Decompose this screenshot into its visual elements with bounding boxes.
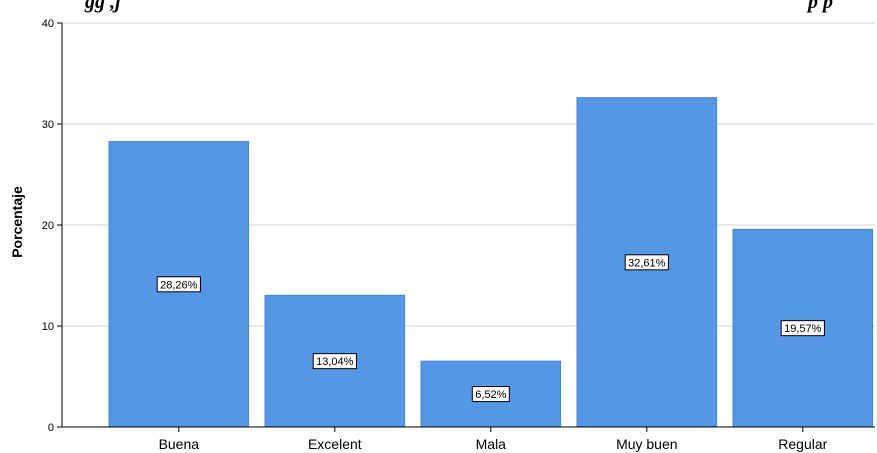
data-label: 28,26% — [160, 279, 198, 291]
x-ticks-group: Buena Excelent Mala Muy buen Regular — [159, 427, 828, 452]
data-labels-group: 28,26% 13,04% 6,52% 32,61% 19,57% — [156, 254, 825, 403]
data-label: 32,61% — [628, 257, 666, 269]
y-axis-title: Porcentaje — [9, 186, 25, 258]
data-label-box — [780, 320, 825, 337]
x-tick-label: Excelent — [308, 436, 362, 452]
y-tick-label: 0 — [48, 422, 54, 434]
data-label-box — [156, 276, 201, 293]
x-tick-label: Mala — [476, 436, 507, 452]
x-tick-label: Buena — [159, 436, 200, 452]
data-label-box — [624, 254, 669, 271]
x-tick-label: Muy buen — [616, 436, 677, 452]
y-tick-label: 10 — [42, 321, 54, 333]
x-tick-label: Regular — [778, 436, 827, 452]
bars-group — [108, 97, 874, 428]
data-label-box — [471, 386, 510, 403]
y-tick-label: 30 — [42, 119, 54, 131]
data-label: 13,04% — [316, 356, 354, 368]
data-label-box — [312, 353, 357, 370]
y-ticks-group: 0 10 20 30 40 — [42, 18, 62, 434]
y-tick-label: 20 — [42, 220, 54, 232]
data-label: 19,57% — [784, 323, 822, 335]
y-tick-label: 40 — [42, 18, 54, 30]
data-label: 6,52% — [475, 389, 506, 401]
chart-caption-left: gg ,j — [84, 0, 121, 13]
chart-caption-right: p p — [806, 0, 833, 13]
